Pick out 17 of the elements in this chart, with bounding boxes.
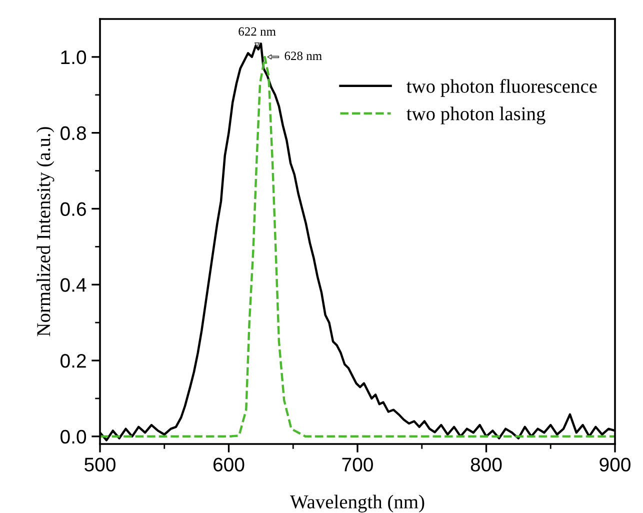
y-tick-label: 0.8 xyxy=(60,126,86,140)
x-axis-title: Wavelength (nm) xyxy=(290,494,424,512)
y-tick-label: 0.6 xyxy=(60,202,86,216)
y-tick-label: 0.4 xyxy=(60,278,86,292)
annotation: 622 nm xyxy=(238,27,276,36)
legend-label: two photon lasing xyxy=(406,106,546,124)
x-tick-label: 900 xyxy=(600,458,630,472)
legend-label: two photon fluorescence xyxy=(406,79,597,97)
x-tick-label: 800 xyxy=(470,458,502,472)
x-tick-label: 500 xyxy=(84,458,116,472)
y-tick-label: 0.2 xyxy=(60,354,86,368)
y-tick-label: 1.0 xyxy=(61,50,86,64)
y-axis-title: Normalized Intensity (a.u.) xyxy=(36,127,54,336)
x-tick-label: 700 xyxy=(342,458,373,472)
annotation: 628 nm xyxy=(284,52,322,60)
y-tick-label: 0.0 xyxy=(60,430,86,444)
x-tick-label: 600 xyxy=(214,458,244,472)
